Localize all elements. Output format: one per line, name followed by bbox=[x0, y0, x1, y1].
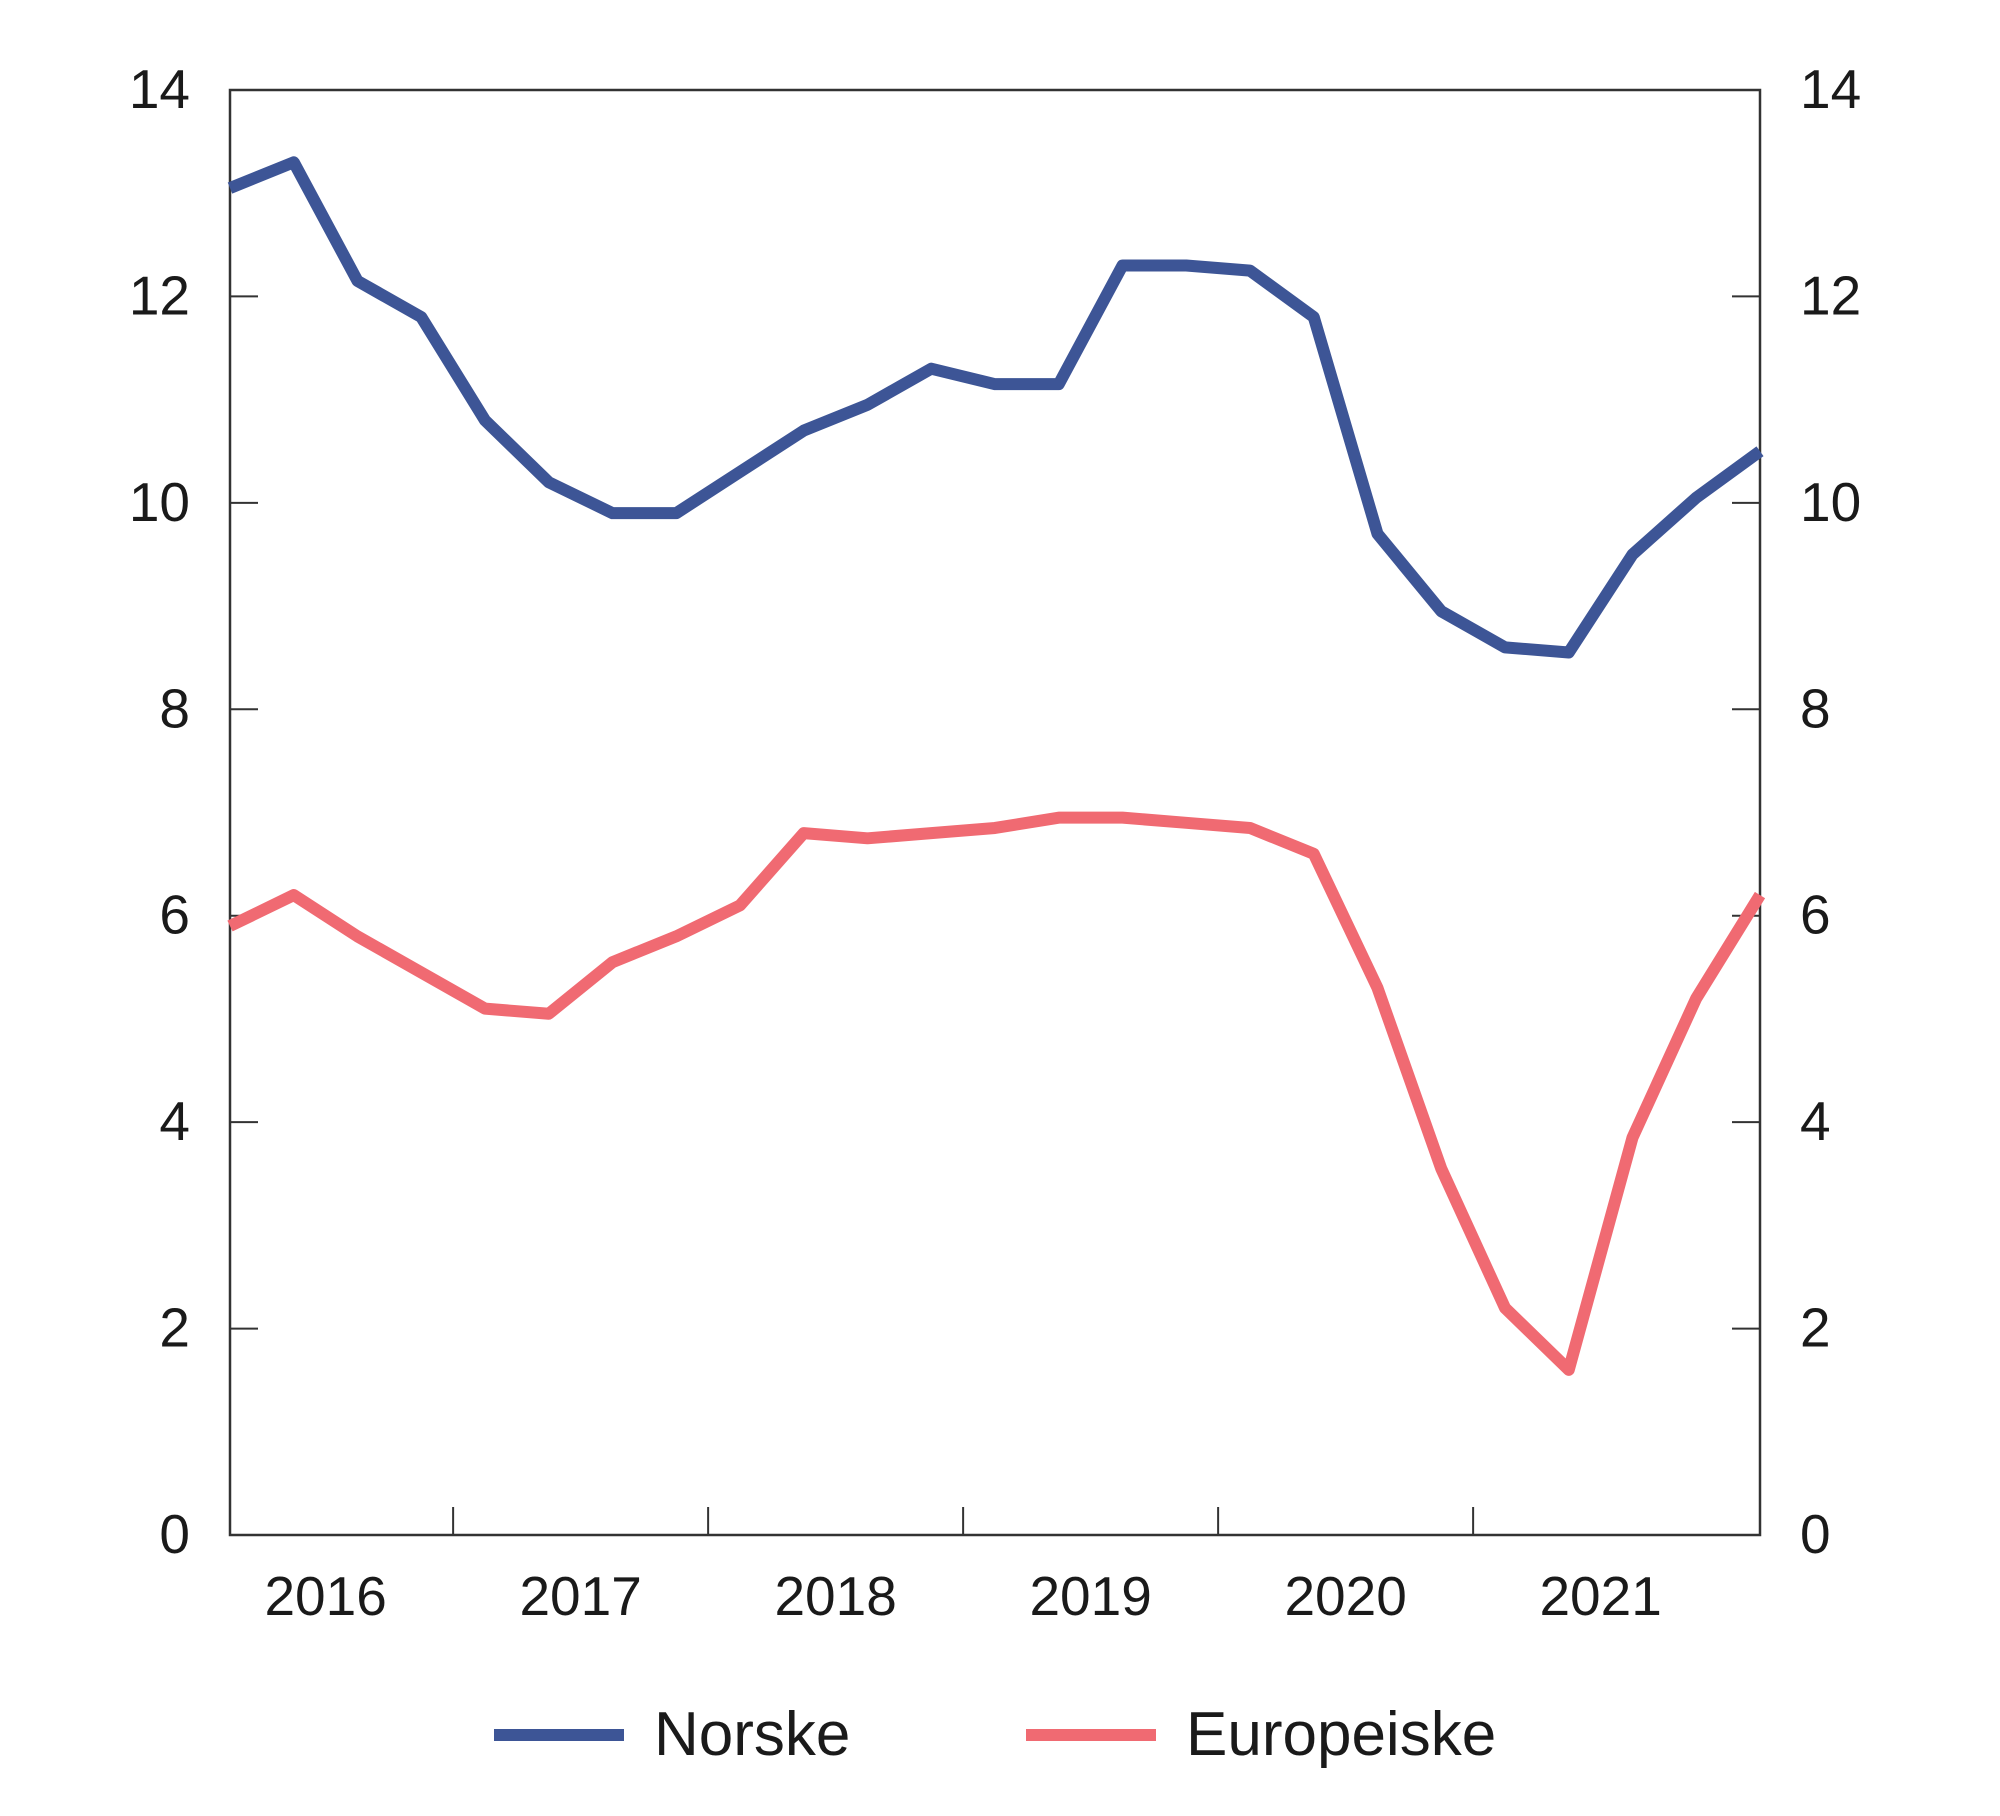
y-axis-label-left: 12 bbox=[129, 264, 190, 326]
y-axis-label-right: 8 bbox=[1800, 677, 1831, 739]
x-axis-label: 2017 bbox=[519, 1565, 641, 1627]
y-axis-label-right: 10 bbox=[1800, 471, 1861, 533]
x-axis-label: 2018 bbox=[774, 1565, 896, 1627]
line-chart: 0 0 2 2 4 4 6 6 8 8 10 10 12 12 14 14 2016 2017 2018 2019 20… bbox=[0, 0, 2000, 1816]
series-line bbox=[230, 818, 1760, 1370]
legend-label: Europeiske bbox=[1186, 1700, 1496, 1769]
legend-label: Norske bbox=[654, 1700, 850, 1769]
y-axis-label-right: 0 bbox=[1800, 1503, 1831, 1565]
y-axis-label-right: 14 bbox=[1800, 58, 1861, 120]
x-axis-label: 2019 bbox=[1029, 1565, 1151, 1627]
x-axis-label: 2016 bbox=[264, 1565, 386, 1627]
y-axis-label-left: 10 bbox=[129, 471, 190, 533]
y-axis-label-right: 12 bbox=[1800, 264, 1861, 326]
x-axis-label: 2021 bbox=[1539, 1565, 1661, 1627]
y-axis-label-right: 2 bbox=[1800, 1297, 1831, 1359]
y-axis-label-right: 6 bbox=[1800, 884, 1831, 946]
y-axis-label-right: 4 bbox=[1800, 1090, 1831, 1152]
y-axis-label-left: 8 bbox=[159, 677, 190, 739]
y-axis-label-left: 0 bbox=[159, 1503, 190, 1565]
chart-container: 0 0 2 2 4 4 6 6 8 8 10 10 12 12 14 14 2016 2017 2018 2019 20… bbox=[0, 0, 2000, 1816]
y-axis-label-left: 4 bbox=[159, 1090, 190, 1152]
y-axis-label-left: 2 bbox=[159, 1297, 190, 1359]
y-axis-label-left: 14 bbox=[129, 58, 190, 120]
x-axis-label: 2020 bbox=[1284, 1565, 1406, 1627]
y-axis-label-left: 6 bbox=[159, 884, 190, 946]
series-line bbox=[230, 162, 1760, 652]
